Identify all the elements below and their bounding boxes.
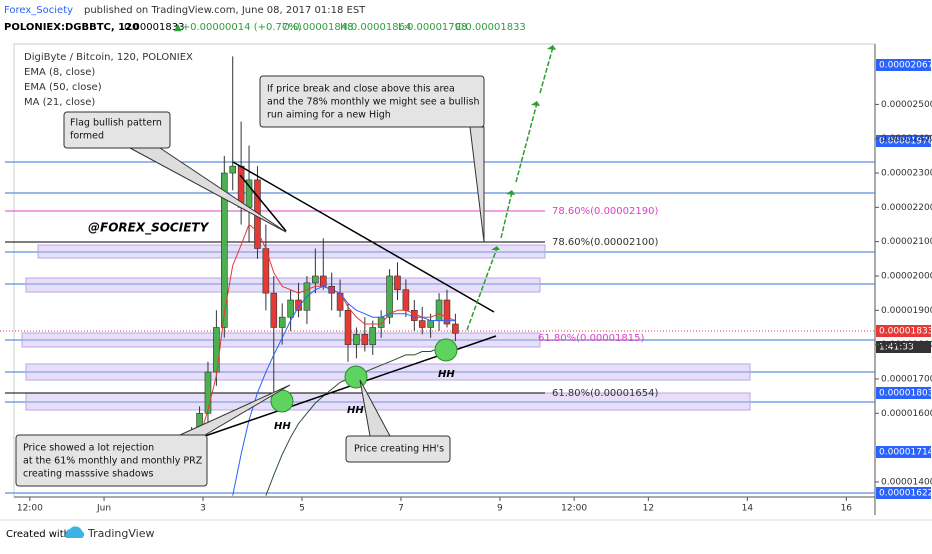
legend-entry: EMA (8, close) — [24, 67, 95, 78]
candle-body — [229, 165, 237, 174]
candle-body — [361, 334, 369, 345]
levels — [5, 161, 875, 494]
callout-text: If price break and close above this area — [267, 84, 455, 95]
candle-body — [411, 310, 418, 321]
candle-body — [204, 371, 212, 414]
candle-body — [319, 275, 327, 287]
price-label-box — [876, 325, 931, 337]
candle-body — [443, 299, 451, 325]
candle-body — [418, 320, 426, 328]
footer-text: Created with — [6, 529, 70, 540]
price-label: 0.00001622 — [879, 489, 932, 499]
change: ▲+0.00000014 (+0.77%) — [174, 22, 302, 33]
candle-body — [402, 289, 410, 311]
candle-body — [344, 310, 352, 345]
callout-text: creating masssive shadows — [23, 469, 153, 480]
indicator-line — [182, 223, 456, 462]
y-tick-label: 0.00002500 — [881, 100, 932, 110]
symbol: POLONIEX:DGBBTC, 120 — [4, 22, 139, 33]
candle-body — [386, 275, 393, 318]
price-label-box — [876, 341, 931, 353]
callout-text: Price creating HH's — [354, 444, 444, 455]
candle-body — [427, 320, 434, 328]
price-labels: 0.000020670.000019760.000018331:41:330.0… — [876, 59, 932, 499]
price-label: 1:41:33 — [879, 343, 914, 353]
logo — [65, 526, 85, 538]
callout-text: and the 78% monthly we might see a bulli… — [267, 97, 480, 108]
fib-label: 78.60%(0.00002100) — [552, 237, 658, 248]
y-tick-label: 0.00002400 — [881, 134, 932, 144]
author[interactable]: Forex_Society — [4, 5, 73, 16]
y-tick-label: 0.00002000 — [881, 271, 932, 281]
x-tick-label: 16 — [841, 504, 853, 514]
price-label: 0.00001803 — [879, 389, 932, 399]
published: published on TradingView.com, June 08, 2… — [84, 5, 366, 16]
y-tick-label: 0.00001900 — [881, 306, 932, 316]
hh-label: HH — [274, 421, 291, 432]
price-label-box — [876, 487, 931, 499]
price-label: 0.00002067 — [879, 61, 932, 71]
x-tick-label: 3 — [200, 504, 206, 514]
price-label-box — [876, 135, 931, 147]
price-label: 0.00001833 — [879, 327, 932, 337]
callout-text: Flag bullish pattern — [70, 118, 162, 129]
fib-label: 61.80%(0.00001815) — [538, 333, 644, 344]
price-label-box — [876, 446, 931, 458]
x-tick-label: Jun — [96, 504, 111, 514]
hh-label: HH — [438, 369, 455, 380]
x-tick-label: 14 — [742, 504, 754, 514]
legend-entry: MA (21, close) — [24, 97, 95, 108]
x-tick-label: 12 — [643, 504, 654, 514]
price-label: 0.00001714 — [879, 448, 932, 458]
high: H:0.00001864 — [340, 22, 411, 33]
candle-body — [394, 275, 401, 291]
candle-body — [369, 327, 377, 345]
candle-body — [270, 292, 278, 328]
price-label-box — [876, 387, 931, 399]
legend-entry: EMA (50, close) — [24, 82, 102, 93]
x-tick-label: 12:00 — [561, 504, 587, 514]
price-label: 0.00001976 — [879, 137, 932, 147]
callout-text: at the 61% monthly and monthly PRZ — [23, 456, 203, 467]
indicator-line — [232, 285, 456, 496]
callout-text: Price showed a lot rejection — [23, 443, 154, 454]
price-label-box — [876, 59, 931, 71]
y-tick-label: 0.00002200 — [881, 203, 932, 213]
candle-body — [221, 172, 228, 328]
candle-body — [353, 334, 360, 345]
x-tick-label: 9 — [497, 504, 503, 514]
y-tick-label: 0.00002300 — [881, 169, 932, 179]
candle-body — [287, 299, 294, 318]
candle-body — [452, 323, 459, 334]
x-tick-label: 7 — [398, 504, 404, 514]
open: O:0.00001848 — [282, 22, 354, 33]
legend-title: DigiByte / Bitcoin, 120, POLONIEX — [24, 52, 193, 63]
y-tick-label: 0.00001800 — [881, 340, 932, 350]
y-tick-label: 0.00002100 — [881, 237, 932, 247]
x-tick-label: 12:00 — [17, 504, 43, 514]
hh-label: HH — [347, 405, 364, 416]
fib-label: 61.80%(0.00001654) — [552, 388, 658, 399]
callout-text: run aiming for a new High — [267, 110, 391, 121]
candle-body — [377, 316, 385, 328]
candle-body — [213, 327, 220, 373]
candle-body — [278, 316, 286, 328]
y-tick-label: 0.00001700 — [881, 374, 932, 384]
fib-label: 78.60%(0.00002190) — [552, 206, 658, 217]
candle-body — [435, 299, 443, 321]
x-tick-label: 5 — [299, 504, 305, 514]
candle-body — [312, 275, 319, 284]
close: C:0.00001833 — [455, 22, 526, 33]
watermark: @FOREX_SOCIETY — [88, 221, 210, 236]
callout-text: formed — [70, 131, 104, 142]
footer-brand[interactable]: TradingView — [87, 527, 154, 540]
candle-body — [295, 299, 302, 311]
last: 0.00001833 — [124, 22, 184, 33]
low: L:0.00001798 — [398, 22, 467, 33]
y-tick-label: 0.00001400 — [881, 477, 932, 487]
y-tick-label: 0.00001600 — [881, 409, 932, 419]
drawings — [15, 45, 556, 487]
